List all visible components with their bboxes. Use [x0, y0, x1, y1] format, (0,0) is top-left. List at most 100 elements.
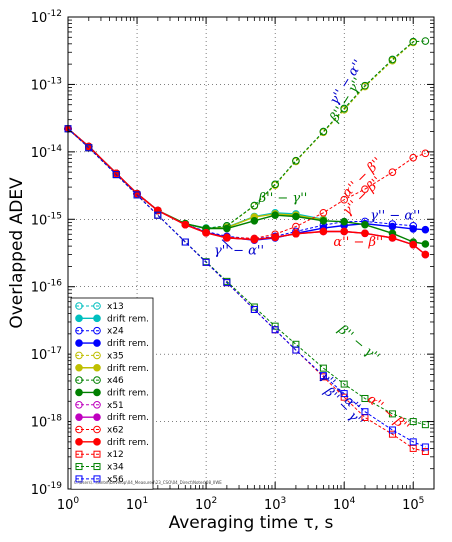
data-point: [112, 169, 121, 178]
data-point: [409, 418, 417, 426]
data-point: [223, 224, 231, 233]
y-tick-label: 10-17: [31, 346, 62, 363]
data-point: [181, 238, 189, 246]
legend-marker: [93, 401, 101, 409]
x-tick-label: 102: [195, 496, 217, 513]
plot-frame: [67, 16, 435, 490]
legend-marker: [93, 326, 101, 335]
data-point: [421, 421, 429, 429]
legend-marker: [93, 388, 101, 397]
data-point: [84, 142, 93, 151]
legend-marker: [75, 463, 83, 471]
data-point: [409, 438, 417, 446]
data-point: [319, 227, 328, 236]
data-point: [409, 225, 418, 233]
data-point: [223, 234, 231, 242]
data-point: [361, 229, 369, 238]
legend-marker: [93, 463, 101, 471]
legend-item: drift rem.: [75, 388, 149, 398]
axis-ticks: 100 101 102 103 104 105 10-19 10-18 10-17 10-16 10…: [31, 9, 435, 513]
data-point: [388, 168, 397, 176]
curve-annotation: α'' − β'': [333, 235, 383, 250]
data-point: [388, 55, 397, 64]
data-point: [223, 279, 231, 287]
data-point: [388, 222, 397, 231]
legend-box: [70, 297, 154, 490]
legend-label: x35: [107, 351, 124, 361]
legend-marker: [93, 425, 101, 434]
legend-label: x12: [107, 450, 124, 460]
series-x56-14: [64, 125, 429, 451]
legend-marker: [93, 413, 101, 421]
data-point: [409, 153, 418, 162]
data-point: [340, 380, 348, 388]
data-point: [319, 364, 327, 372]
data-point: [361, 81, 369, 90]
annotation-arrow: [221, 239, 233, 250]
legend-marker: [75, 351, 83, 360]
data-point: [181, 220, 190, 229]
legend-marker: [93, 339, 101, 347]
y-tick-label: 10-14: [31, 144, 63, 161]
data-point: [421, 443, 429, 451]
legend-marker: [75, 438, 83, 446]
legend-marker: [75, 413, 83, 421]
data-point: [292, 346, 300, 354]
y-tick-label: 10-13: [31, 76, 62, 93]
legend-item: drift rem.: [75, 339, 149, 349]
y-tick-label: 10-18: [31, 414, 63, 431]
legend-item: x13: [75, 302, 124, 312]
curve-annotation: β'' − γ'': [258, 191, 308, 206]
legend-marker: [93, 376, 101, 384]
legend-marker: [93, 363, 101, 372]
data-point: [85, 144, 93, 152]
legend-item: x46: [75, 376, 124, 386]
x-axis-label: Averaging time τ, s: [169, 513, 334, 533]
legend-label: drift rem.: [107, 364, 149, 374]
data-point: [202, 258, 210, 266]
legend-item: drift rem.: [75, 438, 149, 448]
legend-marker: [75, 388, 83, 397]
legend-marker: [93, 438, 101, 446]
legend-item: drift rem.: [75, 363, 149, 374]
legend-item: x34: [75, 463, 124, 473]
data-point: [112, 171, 120, 179]
legend-item: x51: [75, 401, 124, 411]
data-point: [388, 234, 397, 242]
legend-label: x46: [107, 376, 124, 386]
y-tick-label: 10-16: [31, 279, 63, 296]
legend-item: x12: [75, 450, 124, 460]
data-point: [133, 189, 141, 198]
data-point: [250, 305, 258, 313]
data-point: [340, 104, 348, 113]
legend-marker: [93, 314, 101, 323]
legend-marker: [75, 475, 83, 483]
data-point: [361, 220, 369, 229]
footer-path: C:\Users\...\Sintel\Develop\04_Measured\…: [74, 480, 222, 485]
legend-label: x56: [107, 475, 124, 485]
x-tick-label: 100: [57, 496, 80, 513]
data-point: [271, 326, 279, 334]
curve-annotation: γ'' − α'': [214, 244, 264, 259]
data-point: [421, 149, 430, 158]
y-tick-label: 10-15: [31, 211, 62, 228]
data-point: [271, 211, 279, 219]
data-point: [271, 233, 279, 242]
data-point: [319, 127, 328, 136]
legend-label: drift rem.: [107, 438, 149, 448]
legend-label: drift rem.: [107, 339, 149, 349]
legend-item: x56: [75, 475, 124, 485]
data-point: [361, 185, 369, 193]
data-point: [250, 235, 259, 244]
x-tick-label: 103: [264, 496, 286, 513]
x-tick-label: 104: [333, 496, 356, 513]
data-point: [340, 227, 348, 236]
data-point: [340, 195, 348, 204]
y-tick-label: 10-19: [31, 481, 63, 498]
data-point: [388, 430, 396, 438]
legend-label: x62: [107, 426, 124, 436]
x-tick-label: 105: [402, 496, 424, 513]
data-point: [421, 250, 430, 259]
data-point: [421, 37, 430, 45]
